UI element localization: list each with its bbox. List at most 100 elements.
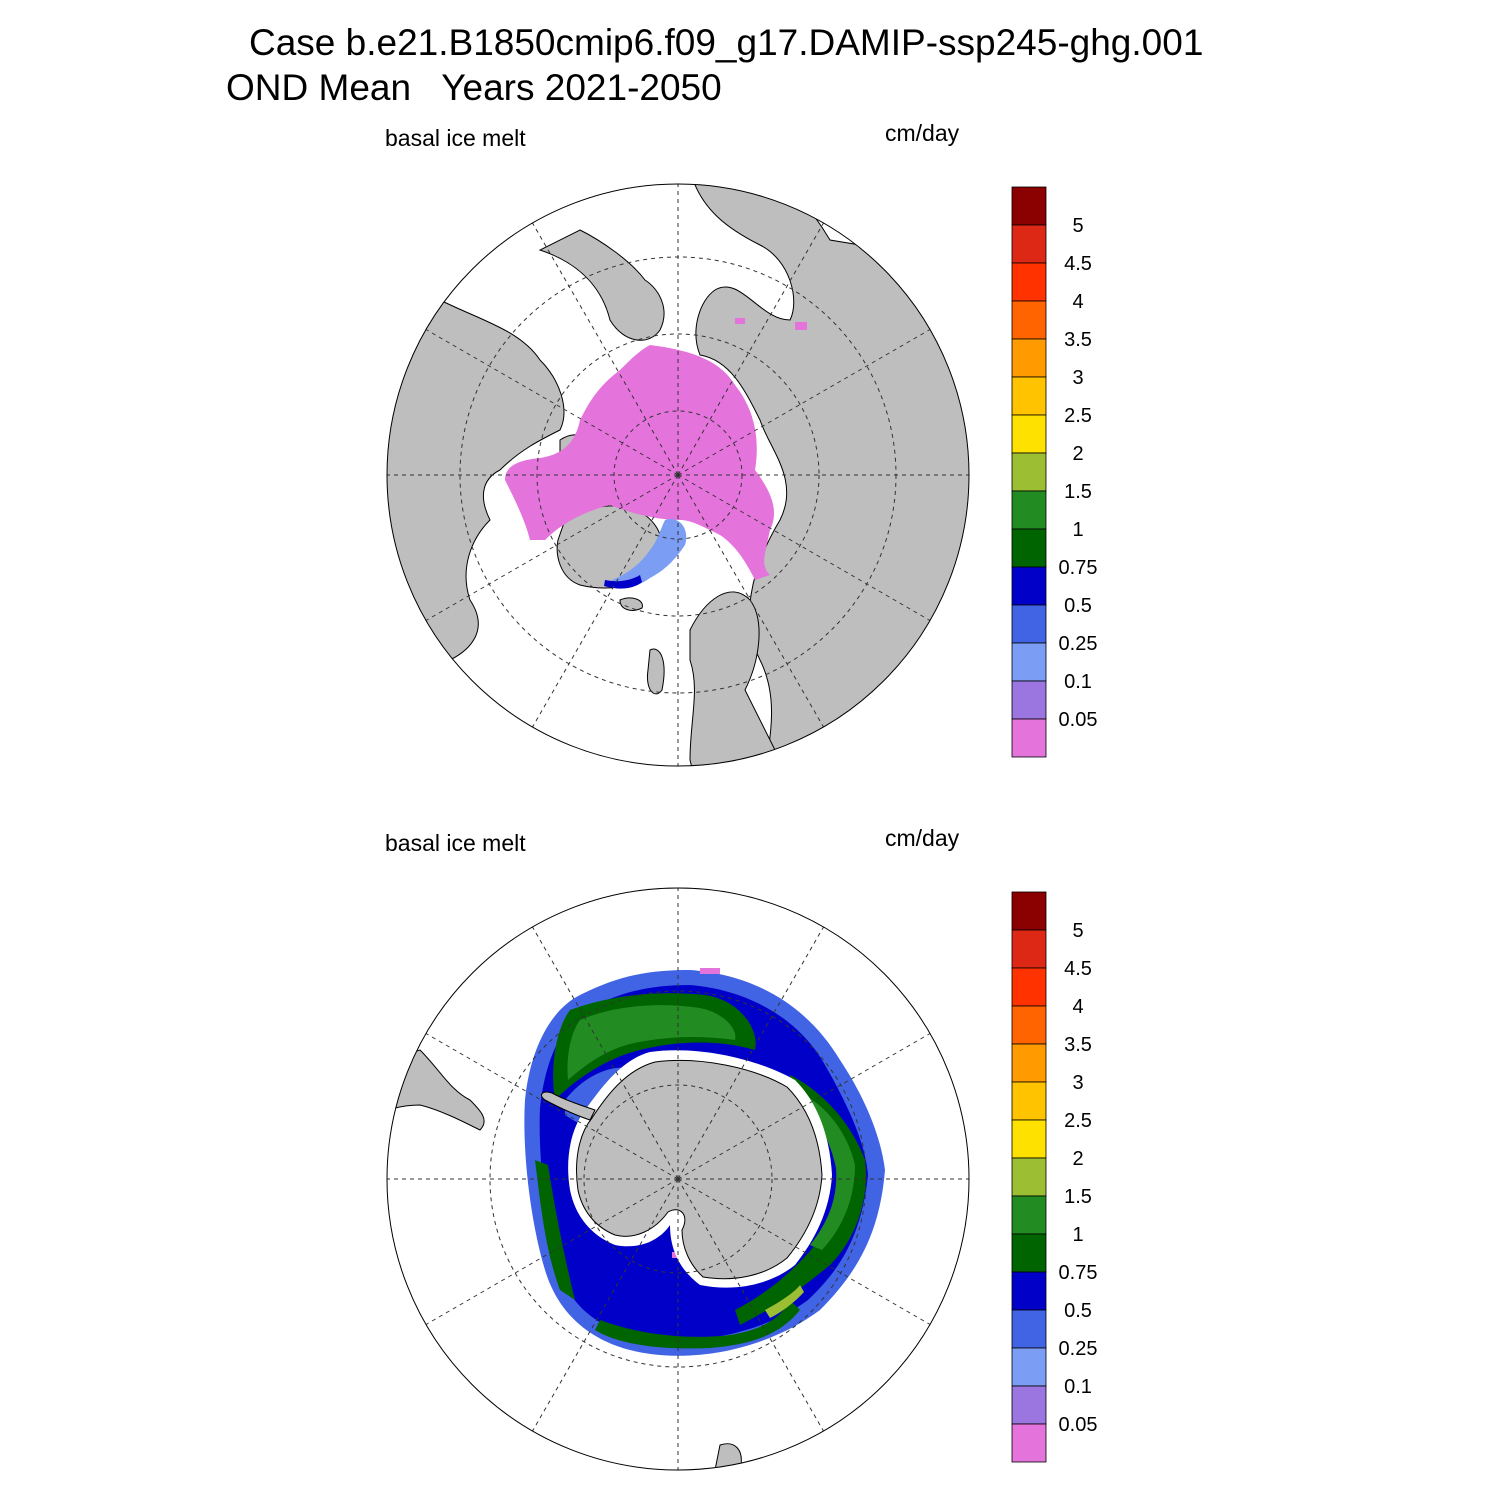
- colorbar-tick-label: 5: [1072, 920, 1083, 942]
- colorbar-tick-label: 2.5: [1064, 1110, 1092, 1132]
- figure-title-line2: OND Mean Years 2021-2050: [226, 67, 722, 108]
- colorbar-tick-label: 4.5: [1064, 253, 1092, 275]
- colorbar-tick-label: 2.5: [1064, 405, 1092, 427]
- colorbar-swatch: [1011, 1043, 1047, 1083]
- colorbar-swatch: [1011, 452, 1047, 492]
- colorbar-swatch: [1011, 718, 1047, 758]
- colorbar-tick-label: 1.5: [1064, 1186, 1092, 1208]
- colorbar-swatch: [1011, 1271, 1047, 1311]
- meridian-line: [532, 926, 679, 1180]
- south-land-fragment: [714, 1443, 742, 1470]
- north-units-label: cm/day: [885, 120, 960, 146]
- meridian-line: [677, 926, 824, 1180]
- meridian-line: [677, 329, 931, 476]
- colorbar-swatch: [1011, 566, 1047, 606]
- meridian-line: [532, 1178, 679, 1432]
- colorbar-swatch: [1011, 1081, 1047, 1121]
- arctic-map: [386, 183, 970, 767]
- colorbar-tick-label: 2: [1072, 443, 1083, 465]
- south-land-antarctica: [576, 1059, 823, 1280]
- figure-title-line1: Case b.e21.B1850cmip6.f09_g17.DAMIP-ssp2…: [249, 22, 1204, 63]
- colorbar-tick-label: 0.25: [1059, 633, 1098, 655]
- south-map-border: [386, 887, 970, 1471]
- colorbar-swatch: [1011, 1195, 1047, 1235]
- colorbar-swatch: [1011, 1119, 1047, 1159]
- colorbar-tick-label: 4.5: [1064, 958, 1092, 980]
- colorbar-swatch: [1011, 967, 1047, 1007]
- colorbar-swatch: [1011, 528, 1047, 568]
- colorbar-swatch: [1011, 262, 1047, 302]
- meridian-line: [677, 222, 824, 476]
- colorbar-tick-label: 3: [1072, 367, 1083, 389]
- south-melt-band-east-inner: [800, 1095, 855, 1250]
- north-melt-mid: [612, 519, 687, 588]
- meridian-line: [677, 474, 824, 728]
- south-melt-hotspot: [765, 1285, 804, 1318]
- south-meridians: [387, 888, 969, 1470]
- colorbar-tick-label: 1: [1072, 1224, 1083, 1246]
- colorbar-swatch: [1011, 604, 1047, 644]
- north-melt-low: [505, 345, 775, 580]
- colorbar-swatch: [1011, 376, 1047, 416]
- meridian-line: [425, 474, 679, 621]
- north-colorbar: 5 4.5 4 3.5 3 2.5 2 1.5 1 0.75 0.5 0.25 0.1 0.05: [1011, 186, 1098, 758]
- colorbar-tick-label: 3: [1072, 1072, 1083, 1094]
- north-melt-high: [604, 575, 642, 589]
- colorbar-tick-label: 0.75: [1059, 1262, 1098, 1284]
- colorbar-swatch: [1011, 642, 1047, 682]
- colorbar-swatch: [1011, 680, 1047, 720]
- meridian-line: [425, 329, 679, 476]
- colorbar-tick-label: 1: [1072, 519, 1083, 541]
- south-melt-patch: [700, 968, 720, 974]
- colorbar-tick-label: 0.5: [1064, 595, 1092, 617]
- north-variable-label: basal ice melt: [385, 125, 526, 151]
- colorbar-tick-label: 0.25: [1059, 1338, 1098, 1360]
- colorbar-swatch: [1011, 186, 1047, 226]
- colorbar-tick-label: 0.5: [1064, 1300, 1092, 1322]
- colorbar-swatch: [1011, 1005, 1047, 1045]
- south-colorbar: 5 4.5 4 3.5 3 2.5 2 1.5 1 0.75 0.5 0.25 0.1 0.05: [1011, 891, 1098, 1463]
- colorbar-swatch: [1011, 414, 1047, 454]
- colorbar-swatch: [1011, 300, 1047, 340]
- south-melt-band-west: [535, 1160, 575, 1300]
- colorbar-tick-label: 4: [1072, 996, 1083, 1018]
- meridian-line: [532, 222, 679, 476]
- meridian-line: [532, 474, 679, 728]
- north-meridians: [387, 184, 969, 766]
- colorbar-swatch: [1011, 1309, 1047, 1349]
- meridian-line: [677, 1033, 931, 1180]
- colorbar-tick-label: 5: [1072, 215, 1083, 237]
- colorbar-tick-label: 0.05: [1059, 1414, 1098, 1436]
- colorbar-tick-label: 3.5: [1064, 1034, 1092, 1056]
- colorbar-tick-label: 3.5: [1064, 329, 1092, 351]
- colorbar-swatch: [1011, 338, 1047, 378]
- meridian-line: [677, 1178, 824, 1432]
- colorbar-swatch: [1011, 490, 1047, 530]
- south-land-peninsula: [541, 1091, 596, 1121]
- north-melt-patch: [735, 318, 745, 324]
- colorbar-swatch: [1011, 1423, 1047, 1463]
- colorbar-tick-label: 2: [1072, 1148, 1083, 1170]
- colorbar-swatch: [1011, 929, 1047, 969]
- north-map-border: [386, 183, 970, 767]
- south-land-south-america: [387, 1049, 485, 1131]
- colorbar-tick-label: 0.75: [1059, 557, 1098, 579]
- colorbar-swatch: [1011, 1385, 1047, 1425]
- south-units-label: cm/day: [885, 825, 960, 851]
- meridian-line: [677, 1178, 931, 1325]
- colorbar-swatch: [1011, 1233, 1047, 1273]
- colorbar-swatch: [1011, 1347, 1047, 1387]
- colorbar-tick-label: 0.05: [1059, 709, 1098, 731]
- north-melt-patch: [795, 322, 807, 330]
- meridian-line: [677, 474, 931, 621]
- colorbar-swatch: [1011, 1157, 1047, 1197]
- colorbar-tick-label: 0.1: [1064, 671, 1092, 693]
- south-melt-band-south: [595, 1300, 800, 1349]
- south-melt-band-weddell-inner: [567, 1005, 736, 1080]
- meridian-line: [425, 1033, 679, 1180]
- colorbar-tick-label: 4: [1072, 291, 1083, 313]
- antarctic-map: [386, 887, 970, 1471]
- colorbar-swatch: [1011, 224, 1047, 264]
- meridian-line: [425, 1178, 679, 1325]
